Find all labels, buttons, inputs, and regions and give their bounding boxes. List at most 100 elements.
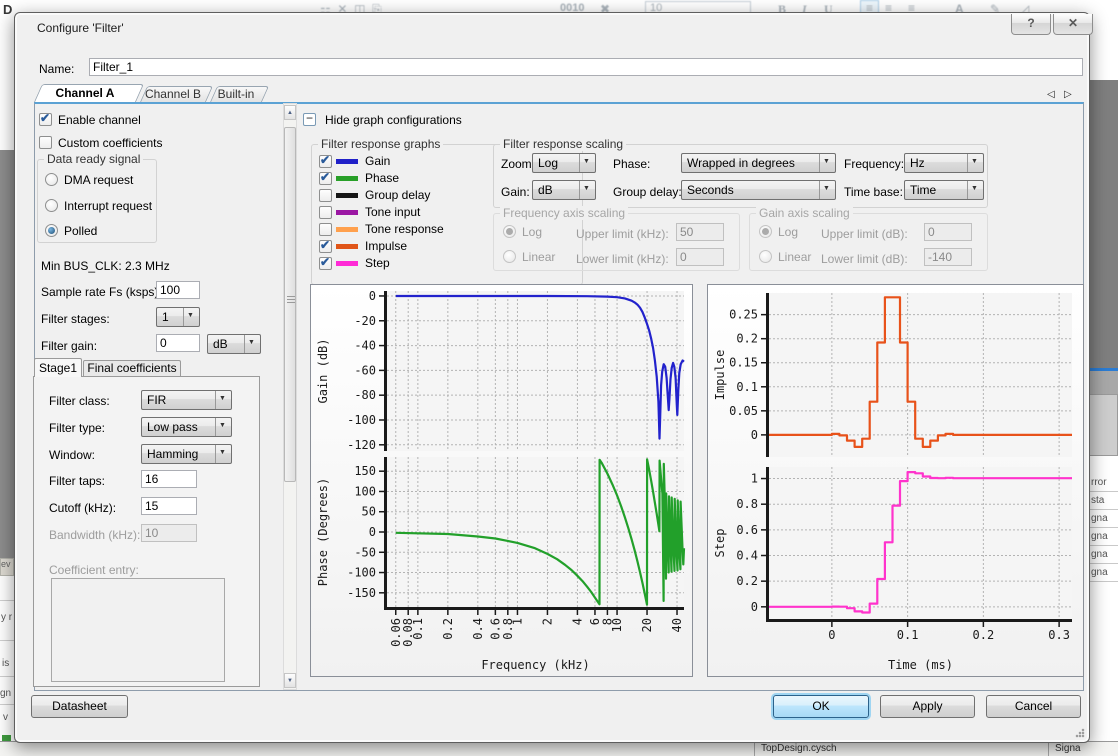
- filter-taps-input[interactable]: [141, 470, 197, 488]
- ok-button[interactable]: OK: [773, 695, 869, 718]
- legend-checkbox-impulse[interactable]: [319, 238, 332, 253]
- help-button[interactable]: ?: [1011, 14, 1051, 35]
- frequency-dropdown[interactable]: Hz: [904, 153, 984, 173]
- svg-text:0.2: 0.2: [441, 618, 455, 640]
- legend-checkbox-step[interactable]: [319, 255, 332, 270]
- polled-radio[interactable]: [45, 224, 58, 237]
- background-blue-line: [1089, 368, 1118, 371]
- filter-type-dropdown[interactable]: Low pass: [141, 417, 232, 437]
- apply-button[interactable]: Apply: [880, 695, 975, 718]
- filter-gain-unit-dropdown[interactable]: dB: [207, 334, 261, 354]
- divider: [0, 704, 14, 705]
- cutoff-input[interactable]: [141, 497, 197, 515]
- svg-text:Impulse: Impulse: [713, 350, 727, 401]
- legend-color-swatch: [336, 244, 358, 249]
- scrollbar-down-icon[interactable]: [284, 673, 296, 688]
- svg-text:-120: -120: [347, 438, 376, 452]
- tab-scroll-left-icon[interactable]: ◁: [1047, 89, 1055, 100]
- legend-color-swatch: [336, 176, 358, 181]
- zoom-dropdown[interactable]: Log: [532, 153, 596, 173]
- tab-scroll-right-icon[interactable]: ▷: [1064, 89, 1072, 100]
- window-label: Window:: [49, 448, 96, 462]
- tab-final-coefficients[interactable]: Final coefficients: [83, 360, 181, 376]
- background-panel-header: [1089, 394, 1118, 456]
- tab-stage1[interactable]: Stage1: [34, 358, 82, 377]
- dropdown-arrow-icon: [215, 391, 231, 409]
- svg-text:-100: -100: [347, 413, 376, 427]
- scrollbar-up-icon[interactable]: [284, 105, 296, 120]
- filter-stages-dropdown[interactable]: 1: [156, 307, 200, 327]
- freq-log-label: Log: [522, 225, 543, 239]
- phase-dropdown[interactable]: Wrapped in degrees: [681, 153, 836, 173]
- legend-color-swatch: [336, 210, 358, 215]
- tab-built-in[interactable]: Built-in: [210, 86, 262, 102]
- gain-log-label: Log: [778, 225, 799, 239]
- background-left-panel: [0, 150, 14, 562]
- scrollbar-thumb[interactable]: [284, 127, 296, 482]
- hide-graph-configurations-button[interactable]: [303, 111, 316, 126]
- data-ready-signal-title: Data ready signal: [44, 152, 144, 166]
- gain-upper-limit-input: [924, 223, 972, 241]
- background-row: gna: [1089, 510, 1118, 528]
- legend-checkbox-gain[interactable]: [319, 153, 332, 168]
- legend-checkbox-group-delay[interactable]: [319, 189, 332, 202]
- custom-coefficients-checkbox[interactable]: [39, 136, 52, 149]
- status-signal-cell: Signa: [1048, 742, 1118, 756]
- gain-dropdown[interactable]: dB: [532, 180, 596, 200]
- window-dropdown[interactable]: Hamming: [141, 444, 232, 464]
- legend-checkbox-tone-input[interactable]: [319, 206, 332, 219]
- filter-gain-input[interactable]: [156, 334, 200, 352]
- freq-lower-limit-input: [676, 248, 724, 266]
- dropdown-arrow-icon: [819, 181, 835, 199]
- group-delay-dropdown[interactable]: Seconds: [681, 180, 836, 200]
- legend-row: Phase: [319, 170, 519, 188]
- status-file-cell: TopDesign.cysch: [754, 742, 1049, 756]
- time-base-dropdown[interactable]: Time: [904, 180, 984, 200]
- svg-text:-50: -50: [354, 545, 376, 559]
- sample-rate-input[interactable]: [156, 281, 200, 299]
- freq-upper-limit-input: [676, 223, 724, 241]
- time-base-label: Time base:: [844, 185, 903, 199]
- enable-channel-checkbox[interactable]: [39, 111, 52, 126]
- svg-text:-60: -60: [354, 363, 376, 377]
- legend-checkbox-tone-response[interactable]: [319, 223, 332, 236]
- dialog-title: Configure 'Filter': [37, 21, 124, 35]
- svg-text:0.05: 0.05: [729, 404, 758, 418]
- legend-checkbox-phase[interactable]: [319, 170, 332, 185]
- tab-channel-a[interactable]: Channel A: [34, 84, 136, 102]
- interrupt-request-radio[interactable]: [45, 199, 58, 212]
- legend-color-swatch: [336, 159, 358, 164]
- datasheet-button[interactable]: Datasheet: [31, 695, 128, 718]
- background-gray-area: [1089, 371, 1118, 394]
- name-input[interactable]: [89, 58, 1083, 76]
- background-row: gna: [1089, 528, 1118, 546]
- legend-color-swatch: [336, 193, 358, 198]
- svg-text:0.8: 0.8: [501, 618, 515, 640]
- legend-label: Phase: [365, 171, 400, 185]
- cancel-button[interactable]: Cancel: [986, 695, 1081, 718]
- filter-class-dropdown[interactable]: FIR: [141, 390, 232, 410]
- tab-channel-b[interactable]: Channel B: [140, 86, 206, 102]
- svg-text:100: 100: [354, 484, 376, 498]
- svg-text:0.06: 0.06: [389, 618, 403, 647]
- gain-log-radio: [759, 225, 772, 238]
- group-delay-label: Group delay:: [613, 185, 682, 199]
- background-text-fragment: y r: [1, 612, 13, 623]
- close-button[interactable]: ✕: [1053, 14, 1093, 35]
- gain-label: Gain:: [501, 185, 530, 199]
- filter-type-label: Filter type:: [49, 421, 106, 435]
- dma-request-radio[interactable]: [45, 173, 58, 186]
- filter-response-graphs-title: Filter response graphs: [318, 137, 444, 151]
- svg-text:0: 0: [369, 289, 376, 303]
- resize-grip[interactable]: [1075, 728, 1085, 738]
- svg-text:-150: -150: [347, 586, 376, 600]
- svg-text:0.2: 0.2: [736, 332, 758, 346]
- gain-axis-scaling-title: Gain axis scaling: [756, 206, 853, 220]
- background-align-right-icon: ≡: [908, 1, 916, 15]
- background-row: rror: [1089, 474, 1118, 492]
- svg-text:0.2: 0.2: [736, 574, 758, 588]
- svg-text:0.4: 0.4: [471, 618, 485, 640]
- gain-lower-limit-input: [924, 248, 972, 266]
- left-panel-scrollbar[interactable]: [283, 103, 297, 690]
- svg-text:Step: Step: [713, 529, 727, 558]
